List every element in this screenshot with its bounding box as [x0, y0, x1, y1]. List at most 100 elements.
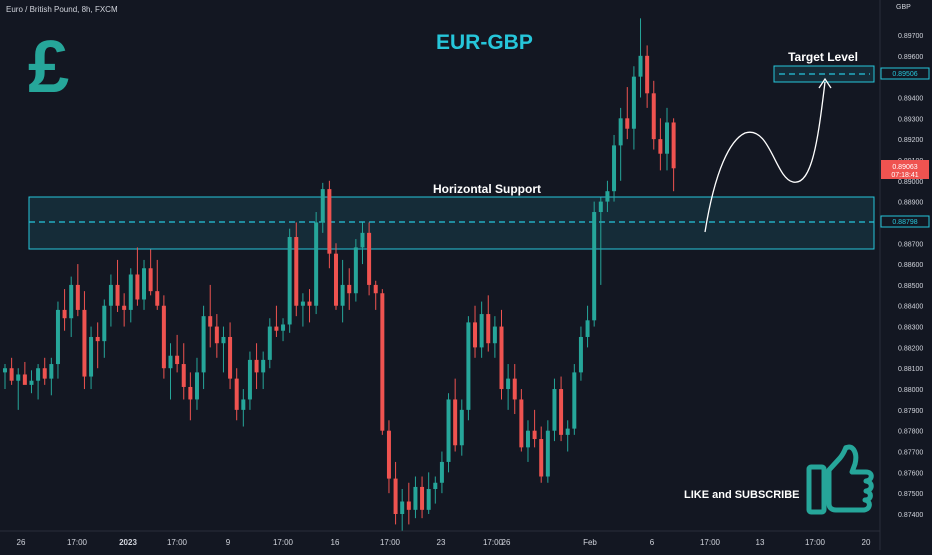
candle-body	[95, 336, 100, 342]
x-tick-label: 26	[502, 538, 511, 547]
candle-body	[631, 76, 636, 129]
y-tick-label: 0.88900	[898, 200, 923, 207]
candle-body	[122, 305, 127, 310]
y-tick-label: 0.89000	[898, 179, 923, 186]
candle-body	[585, 320, 590, 337]
candle-body	[82, 309, 87, 377]
candle-body	[228, 336, 233, 379]
countdown-label: 07:18:41	[891, 172, 918, 179]
candle-body	[294, 237, 299, 306]
candle-body	[439, 461, 444, 483]
x-tick-label: 6	[650, 538, 655, 547]
projection-arrow-path	[704, 81, 826, 233]
candle-body	[115, 284, 120, 306]
candle-body	[49, 364, 54, 379]
x-tick-label: 17:00	[380, 538, 401, 547]
candle-body	[102, 305, 107, 342]
candle-body	[108, 284, 113, 306]
candle-body	[55, 309, 60, 365]
candle-body	[254, 359, 259, 373]
candle-body	[234, 378, 239, 410]
candle-body	[181, 364, 186, 387]
y-tick-label: 0.89400	[898, 95, 923, 102]
y-tick-label: 0.88000	[898, 387, 923, 394]
candle-body	[267, 326, 272, 360]
candle-body	[42, 368, 47, 379]
x-tick-label: 16	[331, 538, 340, 547]
candle-body	[459, 409, 464, 446]
candle-body	[340, 284, 345, 306]
candle-body	[380, 293, 385, 431]
candle-body	[506, 378, 511, 390]
candle-body	[261, 359, 266, 373]
candle-body	[367, 232, 372, 285]
currency-label: GBP	[896, 4, 911, 11]
x-tick-label: 17:00	[483, 538, 504, 547]
candle-body	[565, 428, 570, 435]
x-tick-label: 9	[226, 538, 231, 547]
candle-body	[16, 374, 21, 381]
candle-body	[241, 399, 246, 410]
candle-body	[334, 253, 338, 306]
current-price-tag	[881, 160, 929, 179]
x-tick-label: 17:00	[67, 538, 88, 547]
candle-body	[525, 430, 530, 448]
candle-body	[29, 380, 34, 385]
y-tick-label: 0.88300	[898, 325, 923, 332]
candle-body	[598, 201, 603, 213]
candle-body	[612, 145, 617, 192]
candle-body	[75, 284, 80, 310]
y-tick-label: 0.88600	[898, 262, 923, 269]
candle-body	[300, 301, 305, 306]
candle-body	[9, 368, 14, 381]
support-price-label: 0.88798	[892, 219, 917, 226]
candle-body	[400, 501, 405, 514]
candle-body	[519, 399, 524, 448]
candle-body	[175, 355, 180, 365]
candle-body	[473, 322, 478, 348]
y-tick-label: 0.87800	[898, 429, 923, 436]
candle-body	[386, 430, 391, 479]
candle-body	[161, 305, 166, 369]
candle-body	[128, 274, 133, 310]
y-tick-label: 0.88100	[898, 366, 923, 373]
candle-body	[545, 430, 550, 477]
candle-body	[142, 268, 147, 300]
candle-body	[135, 274, 140, 300]
candle-body	[592, 212, 597, 321]
svg-text:£: £	[28, 25, 69, 108]
chart-title: EUR-GBP	[436, 31, 533, 54]
x-tick-label: 13	[756, 538, 765, 547]
x-tick-label: 17:00	[273, 538, 294, 547]
candle-body	[188, 386, 193, 400]
y-tick-label: 0.89700	[898, 33, 923, 40]
thumbs-up-icon	[806, 444, 874, 515]
candle-body	[3, 368, 7, 373]
candle-body	[605, 191, 610, 202]
x-tick-label: 23	[437, 538, 446, 547]
x-tick-label: Feb	[583, 538, 597, 547]
candle-body	[353, 247, 358, 294]
like-subscribe-label: LIKE and SUBSCRIBE	[684, 489, 800, 501]
target-price-tag	[880, 67, 930, 80]
candle-body	[406, 501, 411, 510]
target-price-label: 0.89506	[892, 71, 917, 78]
candle-body	[532, 430, 537, 440]
candles-group	[3, 18, 676, 531]
y-tick-label: 0.88500	[898, 283, 923, 290]
y-tick-label: 0.88200	[898, 345, 923, 352]
candle-body	[638, 55, 643, 77]
candle-body	[572, 372, 577, 429]
candle-body	[194, 372, 199, 400]
candle-body	[651, 93, 656, 140]
candle-body	[287, 237, 292, 325]
candle-body	[360, 232, 365, 248]
y-tick-label: 0.89600	[898, 54, 923, 61]
candle-body	[413, 486, 418, 510]
candle-body	[89, 336, 94, 377]
pound-sign-icon: £	[28, 25, 69, 108]
candle-body	[512, 378, 517, 400]
candle-body	[671, 122, 676, 169]
